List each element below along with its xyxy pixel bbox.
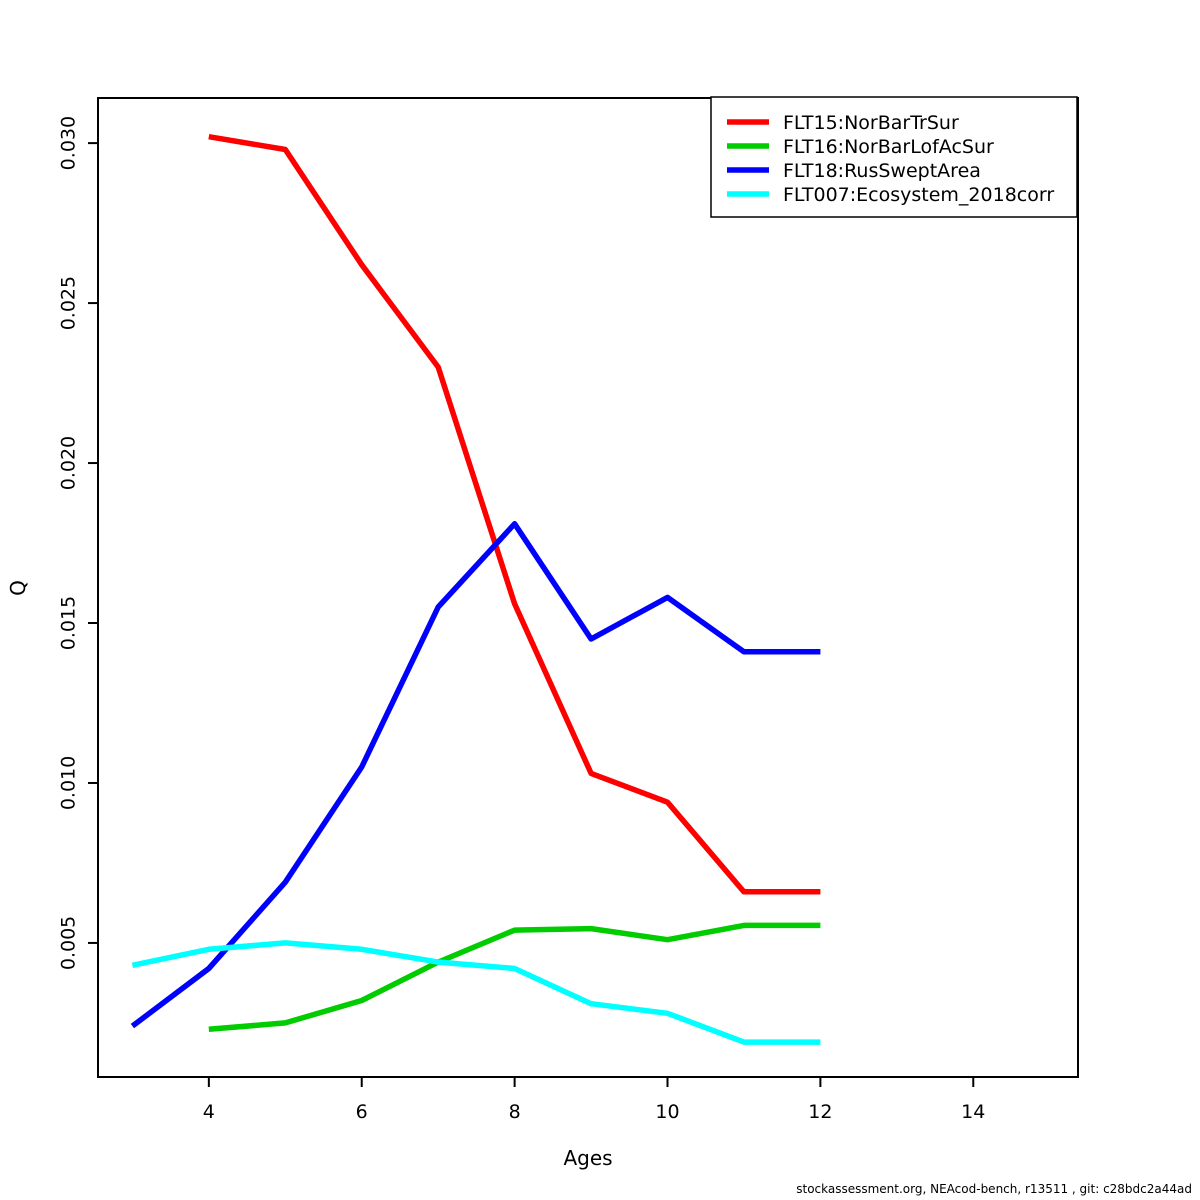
provenance-footer: stockassessment.org, NEAcod-bench, r1351… bbox=[796, 1182, 1192, 1196]
x-tick-label: 6 bbox=[356, 1101, 368, 1123]
x-tick-label: 12 bbox=[808, 1101, 832, 1123]
legend-entry-flt18: FLT18:RusSweptArea bbox=[727, 160, 981, 182]
x-tick-label: 8 bbox=[509, 1101, 521, 1123]
legend-label-flt18: FLT18:RusSweptArea bbox=[783, 160, 981, 182]
series-line-flt007 bbox=[131, 940, 821, 1045]
x-axis-title: Ages bbox=[563, 1146, 612, 1170]
series-line-flt18 bbox=[130, 521, 821, 1029]
data-series-lines bbox=[130, 133, 821, 1045]
series-line-flt16 bbox=[208, 922, 821, 1033]
legend-entry-flt16: FLT16:NorBarLofAcSur bbox=[727, 136, 994, 158]
series-line-flt15 bbox=[208, 133, 821, 895]
legend-entry-flt15: FLT15:NorBarTrSur bbox=[727, 112, 959, 134]
legend-entry-flt007: FLT007:Ecosystem_2018corr bbox=[727, 184, 1054, 206]
y-tick-label: 0.005 bbox=[58, 916, 80, 970]
y-tick-label: 0.010 bbox=[58, 756, 80, 810]
x-tick-label: 14 bbox=[961, 1101, 985, 1123]
y-tick-label: 0.030 bbox=[58, 116, 80, 170]
y-axis-title: Q bbox=[6, 580, 30, 596]
legend-label-flt16: FLT16:NorBarLofAcSur bbox=[783, 136, 994, 158]
legend-label-flt007: FLT007:Ecosystem_2018corr bbox=[783, 184, 1054, 206]
plot-border bbox=[97, 97, 1079, 1078]
y-tick-label: 0.025 bbox=[58, 276, 80, 330]
y-tick-label: 0.015 bbox=[58, 596, 80, 650]
axis-ticks: 4 6 8 10 12 14 0.005 0.010 0.015 0.020 0.025 0.030 bbox=[58, 116, 986, 1123]
y-tick-label: 0.020 bbox=[58, 436, 80, 490]
x-tick-label: 4 bbox=[203, 1101, 215, 1123]
legend-label-flt15: FLT15:NorBarTrSur bbox=[783, 112, 959, 134]
legend-box bbox=[710, 96, 1078, 218]
legend: FLT15:NorBarTrSur FLT16:NorBarLofAcSur F… bbox=[710, 96, 1078, 218]
x-tick-label: 10 bbox=[655, 1101, 679, 1123]
